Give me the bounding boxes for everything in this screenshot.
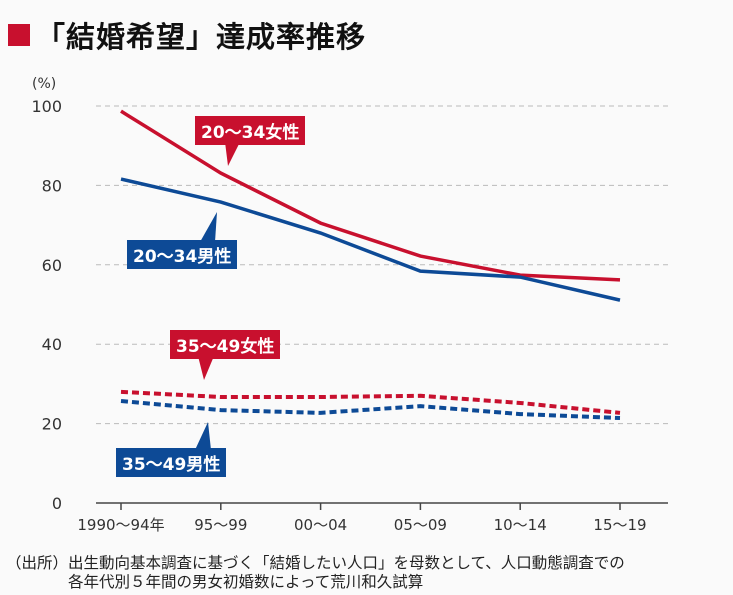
x-tick-label: 10〜14 — [494, 516, 547, 534]
label-female-35-49: 35〜49女性 — [170, 330, 281, 359]
callout-pointer — [200, 212, 217, 242]
title-marker — [8, 24, 30, 46]
title-text: 「結婚希望」達成率推移 — [36, 20, 367, 54]
callout-pointer — [195, 422, 211, 450]
source-note: （出所）出生動向基本調査に基づく「結婚したい人口」を母数として、人口動態調査での… — [6, 554, 625, 592]
y-tick-label: 60 — [42, 256, 62, 275]
y-tick-label: 0 — [52, 494, 62, 513]
x-tick-label: 05〜09 — [394, 516, 447, 534]
callout-pointer — [198, 356, 214, 380]
source-line-1: （出所）出生動向基本調査に基づく「結婚したい人口」を母数として、人口動態調査での — [6, 554, 625, 572]
series-line-1 — [120, 177, 621, 302]
x-tick-label: 1990〜94年 — [77, 516, 164, 534]
x-tick-label: 00〜04 — [294, 516, 347, 534]
x-tick-label: 95〜99 — [194, 516, 247, 534]
source-line-2: 各年代別５年間の男女初婚数によって荒川和久試算 — [6, 573, 424, 591]
y-tick-label: 100 — [31, 97, 62, 116]
chart-title: 「結婚希望」達成率推移 — [8, 14, 366, 56]
y-tick-label: 20 — [42, 415, 62, 434]
y-tick-label: 80 — [42, 176, 62, 195]
label-male-20-34: 20〜34男性 — [127, 240, 238, 269]
series-line-2 — [120, 389, 621, 415]
y-axis-unit: (%) — [32, 76, 56, 92]
series-line-3 — [120, 398, 621, 421]
callout-pointer — [225, 142, 240, 166]
label-female-20-34: 20〜34女性 — [195, 116, 306, 145]
x-tick-label: 15〜19 — [593, 516, 646, 534]
series-line-0 — [120, 109, 621, 282]
label-male-35-49: 35〜49男性 — [116, 448, 227, 477]
y-tick-label: 40 — [42, 335, 62, 354]
